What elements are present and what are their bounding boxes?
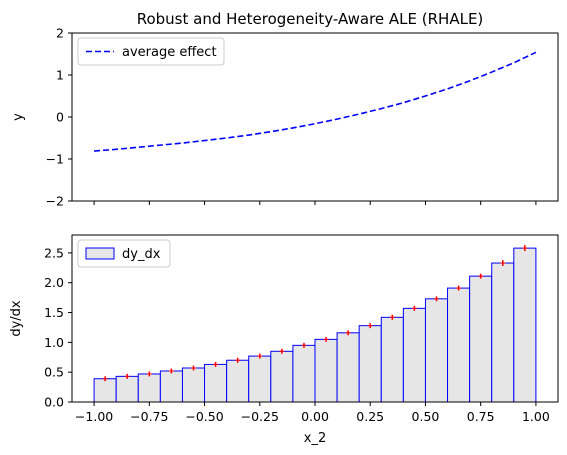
bottom-legend-box bbox=[77, 239, 171, 268]
x-tick-label: −0.50 bbox=[185, 409, 223, 424]
derivative-bar bbox=[314, 338, 338, 403]
top-plot-frame bbox=[71, 32, 559, 202]
x-tick-label: −0.75 bbox=[130, 409, 168, 424]
derivative-bar bbox=[159, 370, 183, 403]
x-tick-label: −0.25 bbox=[241, 409, 279, 424]
top-y-tick-label: −2 bbox=[46, 194, 64, 209]
bottom-y-tick-label: 2.0 bbox=[44, 275, 64, 290]
derivative-bar bbox=[402, 307, 426, 403]
top-y-tick-label: 2 bbox=[56, 26, 64, 41]
x-tick-label: 0.50 bbox=[412, 409, 440, 424]
bottom-y-axis-label: dy/dx bbox=[9, 300, 24, 337]
x-axis-label: x_2 bbox=[304, 431, 326, 446]
top-y-tick-label: −1 bbox=[46, 152, 64, 167]
derivative-bar bbox=[513, 247, 537, 403]
derivative-bar bbox=[491, 262, 515, 403]
derivative-bar bbox=[93, 378, 117, 403]
top-y-axis-label: y bbox=[11, 113, 26, 121]
average-effect-line bbox=[94, 51, 537, 152]
bottom-y-tick-label: 1.5 bbox=[44, 305, 64, 320]
top-legend-box bbox=[77, 37, 225, 66]
derivative-bar bbox=[248, 355, 272, 403]
x-tick-label: 0.75 bbox=[467, 409, 495, 424]
x-tick-label: 1.00 bbox=[522, 409, 550, 424]
legend-label-dy-dx: dy_dx bbox=[122, 247, 161, 262]
derivative-bar bbox=[358, 325, 382, 403]
legend-bar-swatch-icon bbox=[85, 247, 115, 260]
derivative-bar bbox=[270, 350, 294, 403]
derivative-bar bbox=[292, 344, 316, 403]
bottom-y-tick-label: 0.5 bbox=[44, 365, 64, 380]
top-legend: average effect bbox=[77, 37, 225, 66]
derivative-bar bbox=[226, 359, 250, 403]
derivative-bar bbox=[380, 316, 404, 403]
derivative-bar bbox=[137, 373, 161, 403]
bottom-y-tick-label: 0.0 bbox=[44, 395, 64, 410]
legend-label-average-effect: average effect bbox=[122, 45, 217, 60]
bottom-y-tick-label: 2.5 bbox=[44, 245, 64, 260]
derivative-bar bbox=[204, 363, 228, 403]
derivative-bar bbox=[336, 332, 360, 403]
bottom-plot-frame bbox=[71, 234, 559, 403]
average-effect-panel: −2 −1 0 1 2 y average effect bbox=[11, 26, 559, 209]
top-y-tick-label: 0 bbox=[56, 110, 64, 125]
derivative-bar bbox=[424, 298, 449, 403]
derivative-bar bbox=[447, 287, 471, 403]
derivative-panel: 0.0 0.5 1.0 1.5 2.0 2.5 −1.00 −0.75 −0.50 −0.25 0.… bbox=[9, 234, 559, 446]
bottom-legend: dy_dx bbox=[77, 239, 171, 268]
derivative-bar bbox=[181, 367, 206, 403]
top-y-tick-label: 1 bbox=[56, 68, 64, 83]
derivative-bar bbox=[115, 375, 139, 403]
derivative-bar bbox=[469, 275, 493, 403]
bottom-y-tick-label: 1.0 bbox=[44, 335, 64, 350]
x-tick-label: 0.25 bbox=[356, 409, 384, 424]
x-tick-label: 0.00 bbox=[301, 409, 329, 424]
chart-title: Robust and Heterogeneity-Aware ALE (RHAL… bbox=[137, 10, 484, 28]
x-tick-label: −1.00 bbox=[75, 409, 113, 424]
